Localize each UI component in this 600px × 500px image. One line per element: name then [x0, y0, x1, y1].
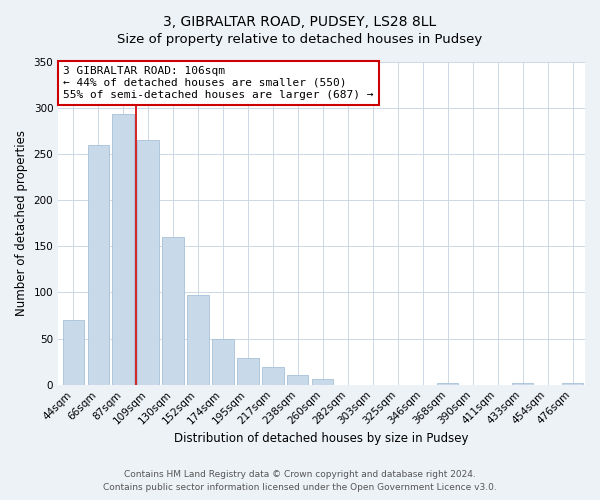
Text: 3 GIBRALTAR ROAD: 106sqm
← 44% of detached houses are smaller (550)
55% of semi-: 3 GIBRALTAR ROAD: 106sqm ← 44% of detach…	[64, 66, 374, 100]
Bar	[512, 383, 533, 384]
Bar	[187, 295, 209, 384]
Bar	[163, 237, 184, 384]
Bar	[212, 340, 233, 384]
Bar	[287, 376, 308, 384]
Bar	[262, 367, 284, 384]
Text: 3, GIBRALTAR ROAD, PUDSEY, LS28 8LL: 3, GIBRALTAR ROAD, PUDSEY, LS28 8LL	[163, 15, 437, 29]
Bar	[562, 383, 583, 384]
Bar	[112, 114, 134, 384]
Text: Size of property relative to detached houses in Pudsey: Size of property relative to detached ho…	[118, 32, 482, 46]
Bar	[88, 144, 109, 384]
Bar	[312, 379, 334, 384]
X-axis label: Distribution of detached houses by size in Pudsey: Distribution of detached houses by size …	[175, 432, 469, 445]
Y-axis label: Number of detached properties: Number of detached properties	[15, 130, 28, 316]
Bar	[137, 140, 158, 384]
Bar	[238, 358, 259, 384]
Bar	[437, 383, 458, 384]
Bar	[62, 320, 84, 384]
Text: Contains HM Land Registry data © Crown copyright and database right 2024.
Contai: Contains HM Land Registry data © Crown c…	[103, 470, 497, 492]
